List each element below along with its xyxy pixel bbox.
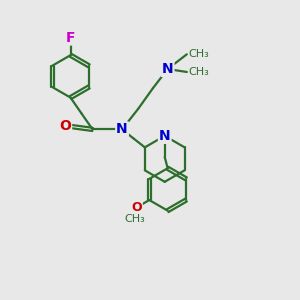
Text: F: F bbox=[66, 31, 75, 44]
Text: O: O bbox=[131, 201, 142, 214]
Text: N: N bbox=[162, 62, 173, 76]
Text: N: N bbox=[116, 122, 128, 136]
Text: O: O bbox=[59, 119, 71, 134]
Text: CH₃: CH₃ bbox=[188, 49, 209, 59]
Text: CH₃: CH₃ bbox=[125, 214, 146, 224]
Text: CH₃: CH₃ bbox=[188, 67, 209, 77]
Text: N: N bbox=[159, 129, 170, 143]
